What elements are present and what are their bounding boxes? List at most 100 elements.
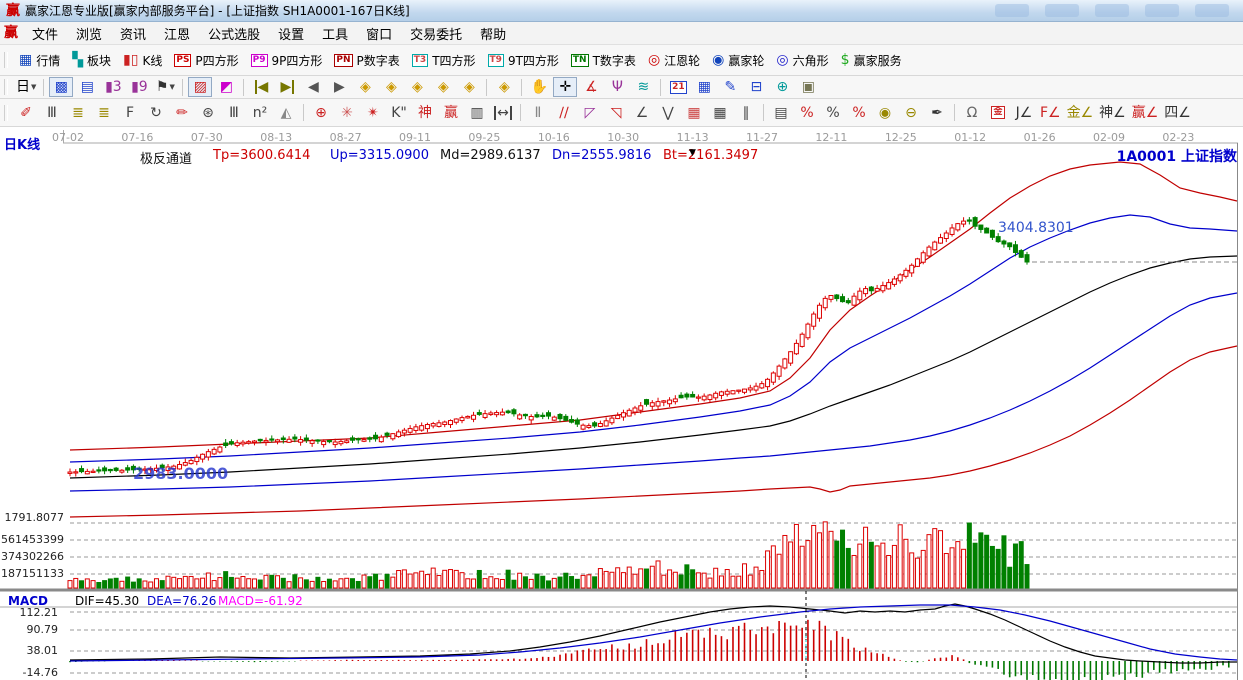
trend-angles-tool[interactable]: ∠ bbox=[630, 103, 654, 123]
gold-circle-tool[interactable]: ◉ bbox=[873, 103, 897, 123]
gold-box-tool[interactable]: 金 bbox=[986, 103, 1010, 123]
calculator-tool[interactable]: ▦ bbox=[692, 77, 716, 97]
width-measure-tool[interactable]: ↔ bbox=[491, 103, 515, 123]
t-table-button[interactable]: TN T数字表 bbox=[565, 50, 642, 71]
gann-shift-left-tool[interactable]: ◈ bbox=[353, 77, 377, 97]
star-burst-tool[interactable]: ✳ bbox=[335, 103, 359, 123]
angle-ruler-tool[interactable]: ◭ bbox=[274, 103, 298, 123]
fan-box-red-tool[interactable]: ◹ bbox=[604, 103, 628, 123]
nav-prev-tool[interactable]: ◀ bbox=[301, 77, 325, 97]
9t-square-button[interactable]: T9 9T四方形 bbox=[482, 50, 565, 71]
menu-item-0[interactable]: 文件 bbox=[32, 27, 59, 43]
angle-j-tool[interactable]: J∠ bbox=[1012, 103, 1036, 123]
titlebar-button-4[interactable] bbox=[1145, 4, 1179, 17]
flag-dropdown-tool[interactable]: ⚑ ▼ bbox=[153, 77, 177, 97]
gann-wheel-button[interactable]: ◎ 江恩轮 bbox=[642, 50, 706, 71]
angle-f-tool[interactable]: F∠ bbox=[1038, 103, 1063, 123]
sectors-button[interactable]: ▚ 板块 bbox=[66, 50, 117, 71]
ruler-123-tool[interactable]: ▥ bbox=[465, 103, 489, 123]
chart-area[interactable]: 日K线 07-02 07-16 07-30 08-13 08-27 09-11 09-25 1… bbox=[0, 127, 1243, 680]
grid-red-tool[interactable]: ▦ bbox=[682, 103, 706, 123]
gann-shift-right-tool[interactable]: ◈ bbox=[379, 77, 403, 97]
menu-item-2[interactable]: 资讯 bbox=[120, 27, 147, 43]
grid-black-tool[interactable]: ▦ bbox=[708, 103, 732, 123]
nav-last-tool[interactable]: ▶ bbox=[275, 77, 299, 97]
titlebar-button-5[interactable] bbox=[1195, 4, 1229, 17]
draw-pencil-tool[interactable]: ✐ bbox=[14, 103, 38, 123]
notes-tool[interactable]: ✎ bbox=[718, 77, 742, 97]
square-frame-tool[interactable]: Ⅱ bbox=[526, 103, 550, 123]
gann-star-tool[interactable]: ◈ bbox=[457, 77, 481, 97]
ying-tool-tool[interactable]: 赢 bbox=[439, 103, 463, 123]
winner-service-button[interactable]: $ 赢家服务 bbox=[835, 50, 908, 71]
info-panel-tool[interactable]: ▤ bbox=[75, 77, 99, 97]
ruler-f-tool[interactable]: F bbox=[118, 103, 142, 123]
pattern-select-tool[interactable]: ▩ bbox=[49, 77, 74, 97]
angle-si-tool[interactable]: 四∠ bbox=[1162, 103, 1193, 123]
target-red-tool[interactable]: ⊕ bbox=[309, 103, 333, 123]
9p-square-button[interactable]: P9 9P四方形 bbox=[245, 50, 329, 71]
winner-wheel-button[interactable]: ◉ 赢家轮 bbox=[706, 50, 770, 71]
percent-lines-tool[interactable]: % bbox=[795, 103, 819, 123]
shen-tool-tool[interactable]: 神 bbox=[413, 103, 437, 123]
percent-level-tool[interactable]: % bbox=[847, 103, 871, 123]
workstation-tool[interactable]: ▣ bbox=[796, 77, 820, 97]
pattern-red-tool[interactable]: ▨ bbox=[188, 77, 213, 97]
kline-button[interactable]: ▮▯ K线 bbox=[117, 50, 168, 71]
titlebar-button-1[interactable] bbox=[995, 4, 1029, 17]
ruler-2-tool[interactable]: Ⅲ bbox=[222, 103, 246, 123]
marker-triangle-icon[interactable]: ▼ bbox=[689, 148, 696, 158]
gann-center-tool[interactable]: ◈ bbox=[492, 77, 516, 97]
gann-tool-purple-tool[interactable]: Ψ bbox=[605, 77, 629, 97]
menu-item-7[interactable]: 窗口 bbox=[366, 27, 393, 43]
ruler-gold-2-tool[interactable]: ≣ bbox=[92, 103, 116, 123]
k-mark-tool[interactable]: K" bbox=[387, 103, 411, 123]
p-square-button[interactable]: PS P四方形 bbox=[168, 50, 244, 71]
ruler-n2-tool[interactable]: n² bbox=[248, 103, 272, 123]
crosshair-tool-tool[interactable]: ✛ bbox=[553, 77, 578, 97]
bull-marker-tool[interactable]: Ω bbox=[960, 103, 984, 123]
menu-item-8[interactable]: 交易委托 bbox=[410, 27, 463, 43]
nav-next-tool[interactable]: ▶ bbox=[327, 77, 351, 97]
menu-item-9[interactable]: 帮助 bbox=[480, 27, 507, 43]
menu-item-1[interactable]: 浏览 bbox=[76, 27, 103, 43]
save-tool[interactable]: ⊟ bbox=[744, 77, 768, 97]
fan-lines-red-tool[interactable]: ∕∕ bbox=[552, 103, 576, 123]
hexagon-button[interactable]: ◎ 六角形 bbox=[770, 50, 834, 71]
menu-item-3[interactable]: 江恩 bbox=[164, 27, 191, 43]
percent-plain-tool[interactable]: % bbox=[821, 103, 845, 123]
wave-tool-tool[interactable]: ≋ bbox=[631, 77, 655, 97]
brush-red-tool[interactable]: ✏ bbox=[170, 103, 194, 123]
angle-gold-tool[interactable]: 金∠ bbox=[1065, 103, 1096, 123]
nav-first-tool[interactable]: ◀ bbox=[249, 77, 273, 97]
circle-ruler-tool[interactable]: ⊛ bbox=[196, 103, 220, 123]
gann-close-tool[interactable]: ◈ bbox=[431, 77, 455, 97]
ink-brush-tool[interactable]: ✒ bbox=[925, 103, 949, 123]
gold-level-tool[interactable]: ⊖ bbox=[899, 103, 923, 123]
angle-ying-tool[interactable]: 赢∠ bbox=[1130, 103, 1161, 123]
zigzag-tool[interactable]: ⋁ bbox=[656, 103, 680, 123]
calendar-tool[interactable]: 21 bbox=[666, 77, 690, 97]
menu-item-4[interactable]: 公式选股 bbox=[208, 27, 261, 43]
menu-item-5[interactable]: 设置 bbox=[278, 27, 305, 43]
export-web-tool[interactable]: ⊕ bbox=[770, 77, 794, 97]
star-boxed-tool[interactable]: ✴ bbox=[361, 103, 385, 123]
t-square-button[interactable]: T3 T四方形 bbox=[406, 50, 482, 71]
gann-expand-tool[interactable]: ◈ bbox=[405, 77, 429, 97]
bars-3-tool[interactable]: ▮3 bbox=[101, 77, 125, 97]
kline-chart-canvas[interactable] bbox=[0, 127, 1243, 680]
angle-shen-tool[interactable]: 神∠ bbox=[1097, 103, 1128, 123]
hand-tool-tool[interactable]: ✋ bbox=[527, 77, 551, 97]
ruler-gold-1-tool[interactable]: ≣ bbox=[66, 103, 90, 123]
bars-9-tool[interactable]: ▮9 bbox=[127, 77, 151, 97]
fan-box-purple-tool[interactable]: ◸ bbox=[578, 103, 602, 123]
p-table-button[interactable]: PN P数字表 bbox=[328, 50, 405, 71]
menu-item-6[interactable]: 工具 bbox=[322, 27, 349, 43]
color-histogram-tool[interactable]: ◩ bbox=[214, 77, 238, 97]
period-day-dropdown-tool[interactable]: 日 ▼ bbox=[14, 77, 38, 97]
ruler-spiral-tool[interactable]: ↻ bbox=[144, 103, 168, 123]
angle-tool-tool[interactable]: ∡ bbox=[579, 77, 603, 97]
titlebar-button-3[interactable] bbox=[1095, 4, 1129, 17]
ruler-plain-tool[interactable]: Ⅲ bbox=[40, 103, 64, 123]
parallel-lines-tool[interactable]: ∥ bbox=[734, 103, 758, 123]
